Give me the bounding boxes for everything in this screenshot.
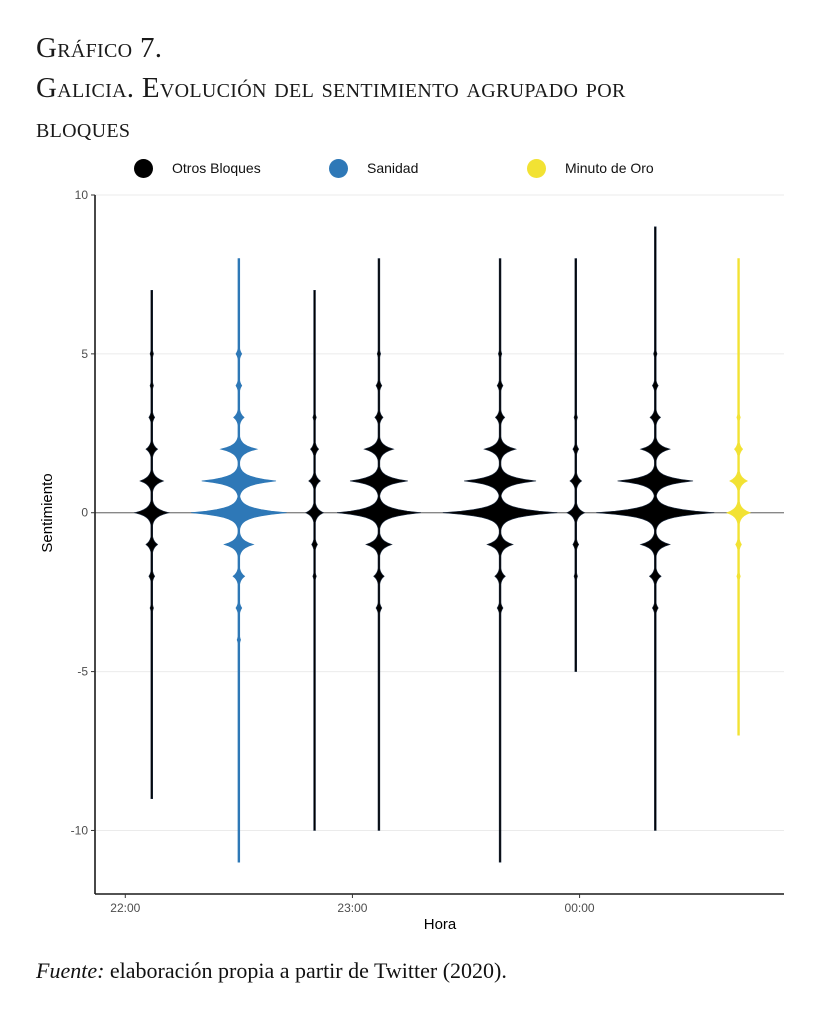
violin-5-otros-bloques	[442, 258, 558, 863]
source-text: elaboración propia a partir de Twitter (…	[104, 958, 507, 983]
chart-title-line1: Galicia. Evolución del sentimiento agrup…	[36, 72, 626, 104]
y-tick-label: 0	[81, 506, 88, 520]
x-tick-label: 23:00	[337, 901, 367, 915]
violin-6-otros-bloques	[566, 258, 586, 672]
axes: 10 5 0 -5 -10 22:00 23:00 00:00	[71, 188, 784, 915]
x-tick-label: 00:00	[565, 901, 595, 915]
chart-title-line2: bloques	[36, 112, 131, 144]
legend-label-sanidad: Sanidad	[367, 160, 419, 176]
legend-label-minuto-de-oro: Minuto de Oro	[565, 160, 654, 176]
violins	[133, 226, 752, 863]
legend-dot-otros-bloques	[134, 158, 153, 178]
x-tick-label: 22:00	[110, 901, 140, 915]
source-note: Fuente: elaboración propia a partir de T…	[36, 958, 507, 984]
violin-2-sanidad	[191, 258, 287, 863]
legend-item-sanidad: Sanidad	[329, 156, 418, 180]
y-tick-label: -10	[71, 823, 89, 837]
figure-label: Gráfico 7.	[36, 32, 163, 64]
legend: Otros Bloques Sanidad Minuto de Oro	[0, 156, 830, 180]
source-label: Fuente:	[36, 958, 105, 983]
figure-title: Gráfico 7. Galicia. Evolución del sentim…	[36, 28, 626, 148]
violin-1-otros-bloques	[133, 290, 170, 799]
violin-7-otros-bloques	[596, 226, 715, 831]
y-axis-title: Sentimiento	[39, 473, 56, 552]
legend-item-otros-bloques: Otros Bloques	[134, 156, 261, 180]
violin-4-otros-bloques	[337, 258, 421, 831]
violin-3-otros-bloques	[305, 290, 325, 831]
y-tick-label: 10	[75, 188, 89, 202]
legend-dot-sanidad	[329, 158, 348, 178]
y-tick-label: -5	[77, 665, 88, 679]
y-tick-label: 5	[81, 347, 88, 361]
legend-label-otros-bloques: Otros Bloques	[172, 160, 261, 176]
violin-chart: 10 5 0 -5 -10 22:00 23:00 00:00 Sentimiento Hor…	[39, 188, 784, 933]
legend-dot-minuto-de-oro	[527, 158, 546, 178]
legend-item-minuto-de-oro: Minuto de Oro	[527, 156, 654, 180]
x-axis-title: Hora	[424, 916, 457, 933]
violin-8-minuto-de-oro	[725, 258, 752, 736]
